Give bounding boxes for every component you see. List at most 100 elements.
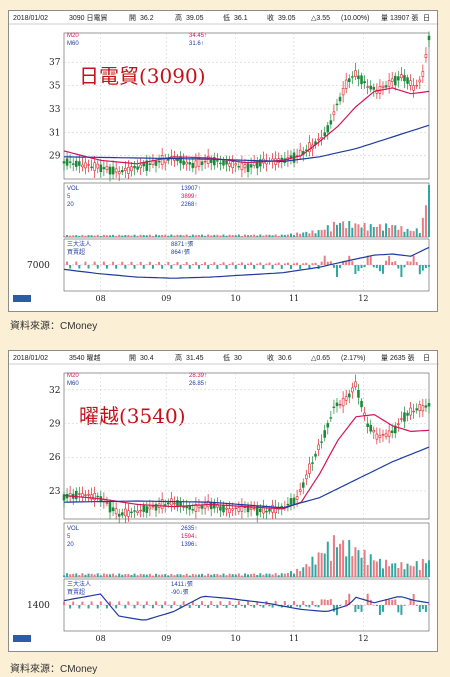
source-note: 資料來源：CMoney [10,664,98,675]
price-tick-label: 29 [49,152,61,162]
volume-bar [188,575,191,577]
volume-bar [253,573,256,577]
institutional-bar [151,605,154,609]
volume-bar [406,563,409,577]
candle-body [237,507,241,512]
institutional-bar [158,261,161,265]
candle-body [347,393,351,398]
candle-body [157,160,161,163]
institutional-bar [265,263,268,265]
candle-body [148,506,152,510]
header-change: △3.55 [311,15,330,22]
price-tick-label: 37 [49,58,61,68]
volume-bar [197,235,200,237]
volume-bar [424,205,427,237]
ma60-line [63,124,430,163]
candle-body [360,75,363,85]
institutional-bar [222,605,225,606]
volume-bar [345,556,348,577]
volume-bar [388,566,391,577]
volume-pane-frame [63,522,430,578]
institutional-bar [345,599,348,605]
header-label: 開 [129,354,136,362]
volume-bar [345,228,348,237]
volume-bar [302,567,305,577]
volume-bar [375,561,378,577]
volume-bar [265,573,268,577]
volume-bar [112,573,115,577]
volume-bar [391,224,394,237]
institutional-bar [277,262,280,265]
volume-bar [329,560,332,577]
x-tick-label: 11 [289,634,299,643]
institutional-legend-value: 8871↑張 [171,241,193,248]
institutional-bar [305,262,308,265]
candle-body [139,509,142,512]
institutional-bar [127,601,130,605]
institutional-bar [421,265,424,271]
volume-bar [394,563,397,577]
candle-body [194,160,198,168]
institutional-bar [409,599,412,605]
volume-legend-value: 2635↑ [181,526,197,532]
institutional-bar [357,265,360,271]
institutional-bar [375,605,378,607]
institutional-bar [335,265,338,277]
candle-body [424,54,428,58]
volume-bar [428,185,430,237]
volume-bar [216,234,219,237]
candle-body [243,164,247,169]
candle-body [403,75,406,82]
institutional-bar [388,255,391,265]
price-tick-label: 29 [49,420,61,430]
header-label: 收 [267,13,274,22]
volume-bar [201,234,204,237]
header-label: 收 [267,353,274,362]
volume-bar [317,552,320,577]
institutional-bar [289,605,292,608]
institutional-bar [403,265,406,268]
candle-body [412,85,415,91]
institutional-bar [354,605,357,613]
volume-bar [283,573,286,577]
candle-body [114,168,118,173]
volume-bar [127,234,130,237]
institutional-bar [366,593,369,605]
x-tick-label: 12 [358,634,368,643]
volume-bar [256,235,259,237]
volume-bar [415,561,418,577]
candle-body [163,504,167,506]
candle-body [427,403,431,407]
volume-bar [167,235,170,237]
price-tick-label: 32 [49,386,60,396]
candle-body [62,161,66,164]
volume-bar [382,568,384,577]
institutional-bar [305,605,308,607]
volume-bar [271,235,274,237]
volume-bar [167,575,170,577]
volume-bar [228,234,231,237]
candle-body [206,155,210,164]
volume-bar [142,235,145,237]
institutional-bar [247,601,250,605]
candle-body [354,70,357,77]
institutional-bar [164,264,167,265]
institutional-bar [161,605,164,609]
volume-bar [243,234,246,237]
volume-bar [259,573,262,577]
candle-body [111,507,115,512]
candle-body [384,85,388,88]
candle-body [105,166,109,171]
price-tick-label: 23 [49,487,61,497]
candle-body [99,164,103,173]
candle-body [117,513,121,517]
institutional-bar [274,263,277,265]
candle-body [403,412,406,422]
candle-body [200,505,204,509]
volume-bar [136,575,139,577]
volume-bar [428,560,430,577]
volume-bar [225,235,228,237]
volume-bar [351,556,354,577]
volume-bar [424,563,427,577]
volume-bar [133,573,136,577]
